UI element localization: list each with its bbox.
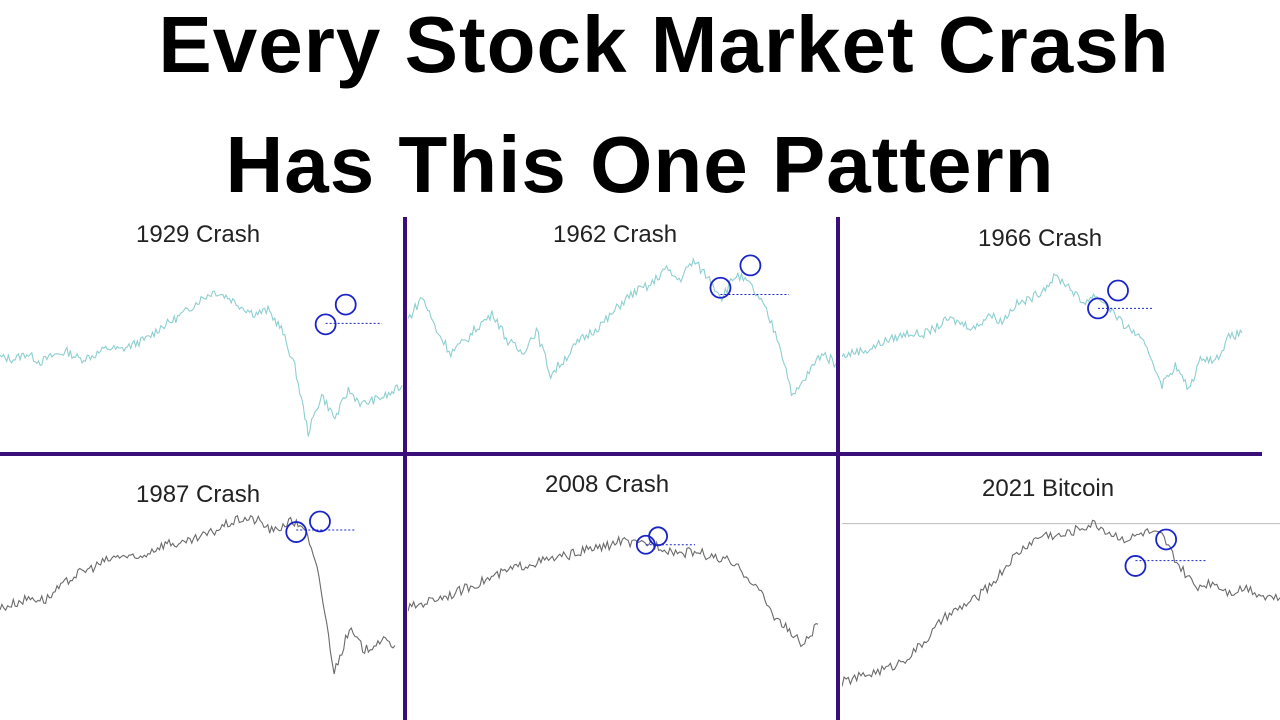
shoulder-marker-circle: [314, 313, 337, 336]
price-series-line: [842, 272, 1243, 391]
shoulder-marker-circle: [285, 521, 308, 543]
head-marker-circle: [648, 526, 669, 547]
headline-line-2: Has This One Pattern: [225, 120, 1055, 209]
shoulder-marker-circle: [1124, 555, 1147, 577]
chart-2021-svg: 2021 Bitcoin: [842, 475, 1280, 687]
price-series-line: [408, 257, 836, 397]
chart-2008-svg: 2008 Crash: [408, 471, 819, 648]
chart-1929-svg: 1929 Crash: [0, 221, 403, 437]
price-series-line: [842, 519, 1280, 687]
divider-vertical-right: [836, 217, 840, 720]
price-series-line: [408, 535, 819, 648]
chart-title: 1962 Crash: [553, 221, 677, 248]
head-marker-circle: [739, 254, 762, 277]
chart-panel-1929: 1929 Crash: [0, 212, 404, 456]
chart-title: 2008 Crash: [545, 471, 669, 498]
headline-line-1: Every Stock Market Crash: [158, 0, 1170, 89]
head-marker-circle: [1155, 528, 1178, 551]
chart-title: 2021 Bitcoin: [982, 475, 1114, 502]
chart-title: 1987 Crash: [136, 481, 260, 508]
head-marker-circle: [309, 510, 331, 533]
chart-panel-1962: 1962 Crash: [408, 212, 836, 456]
price-series-line: [0, 514, 396, 675]
shoulder-marker-circle: [1087, 297, 1109, 320]
divider-horizontal: [0, 452, 1262, 456]
shoulder-marker-circle: [709, 276, 732, 299]
chart-title: 1929 Crash: [136, 221, 260, 248]
chart-panel-2008: 2008 Crash: [408, 458, 836, 720]
price-series-line: [0, 290, 403, 437]
chart-panel-1987: 1987 Crash: [0, 458, 404, 720]
chart-panel-1966: 1966 Crash: [842, 212, 1280, 456]
head-marker-circle: [1107, 279, 1129, 302]
chart-1962-svg: 1962 Crash: [408, 221, 836, 397]
chart-1966-svg: 1966 Crash: [842, 225, 1243, 391]
divider-vertical-left: [403, 217, 407, 720]
chart-title: 1966 Crash: [978, 225, 1102, 252]
chart-1987-svg: 1987 Crash: [0, 481, 396, 675]
head-marker-circle: [334, 293, 357, 316]
chart-panel-2021: 2021 Bitcoin: [842, 458, 1280, 720]
